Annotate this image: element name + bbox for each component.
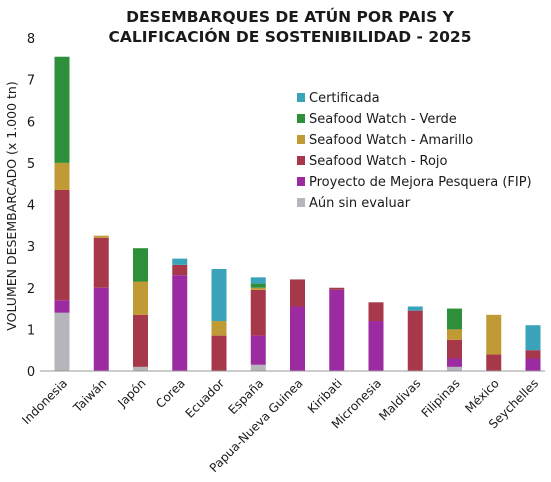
y-tick-label: 1 [27, 323, 35, 338]
bar-segment-ecuador-seafood-watch-rojo [211, 335, 227, 371]
x-tick-label-taiwan: Taiwán [70, 376, 109, 415]
bar-segment-filipinas-aun-sin-evaluar [447, 366, 462, 371]
bar-segment-micronesia-seafood-watch-rojo [368, 302, 384, 322]
bar-segment-kiribati-seafood-watch-rojo [329, 287, 345, 290]
bar-segment-japon-seafood-watch-rojo [133, 314, 148, 367]
x-tick-label-ecuador: Ecuador [183, 376, 228, 421]
y-tick-label: 4 [27, 199, 35, 214]
bar-segment-papua-nueva-guinea-seafood-watch-rojo [290, 279, 305, 307]
bar-segment-seychelles-seafood-watch-rojo [525, 350, 541, 359]
bar-segment-indonesia-seafood-watch-verde [54, 56, 70, 163]
bar-segment-corea-seafood-watch-rojo [172, 264, 188, 276]
bar-segment-indonesia-seafood-watch-amarillo [54, 162, 70, 190]
y-axis-ticks: 0 1 2 3 4 5 6 7 8 [27, 32, 35, 380]
bar-segment-espana-seafood-watch-rojo [250, 289, 266, 336]
bar-segment-seychelles-proyecto-de-mejora-pesquera-fip [525, 358, 541, 371]
y-tick-label: 2 [27, 282, 35, 297]
legend-swatch-seafood-watch-amarillo [297, 135, 305, 144]
legend-label-seafood-watch-rojo: Seafood Watch - Rojo [309, 154, 448, 169]
x-tick-label-filipinas: Filipinas [419, 376, 463, 420]
bar-segment-taiwan-seafood-watch-rojo [93, 237, 109, 288]
bar-segment-indonesia-proyecto-de-mejora-pesquera-fip [54, 300, 70, 313]
bar-segment-japon-seafood-watch-verde [133, 248, 148, 282]
bar-segment-corea-proyecto-de-mejora-pesquera-fip [172, 275, 188, 371]
bar-segment-espana-seafood-watch-amarillo [250, 287, 266, 290]
bar-segment-filipinas-seafood-watch-verde [447, 308, 462, 330]
x-tick-label-japon: Japón [114, 376, 148, 410]
bar-segment-ecuador-certificada [211, 269, 227, 322]
legend-swatch-seafood-watch-rojo [297, 156, 305, 165]
bar-segment-japon-aun-sin-evaluar [133, 366, 148, 371]
x-tick-label-maldivas: Maldivas [376, 376, 423, 423]
bar-segment-espana-proyecto-de-mejora-pesquera-fip [250, 335, 266, 365]
legend-label-aun-sin-evaluar: Aún sin evaluar [309, 196, 411, 211]
legend-swatch-certificada [297, 93, 305, 102]
x-tick-label-corea: Corea [153, 376, 188, 411]
bar-segment-ecuador-seafood-watch-amarillo [211, 321, 227, 336]
bar-segment-filipinas-seafood-watch-rojo [447, 339, 462, 359]
y-axis-label: VOLUMEN DESEMBARCADO (x 1.000 tn) [4, 81, 19, 330]
legend-swatch-proyecto-de-mejora-pesquera-fip [297, 177, 305, 186]
x-tick-label-mexico: México [462, 376, 502, 416]
chart-title-line-1: DESEMBARQUES DE ATÚN POR PAIS Y [126, 7, 455, 26]
bar-segment-maldivas-seafood-watch-rojo [407, 310, 423, 371]
bar-segment-filipinas-seafood-watch-amarillo [447, 329, 462, 340]
bar-segment-indonesia-seafood-watch-rojo [54, 189, 70, 301]
bar-segment-papua-nueva-guinea-proyecto-de-mejora-pesquera-fip [290, 306, 305, 371]
chart-title-line-2: CALIFICACIÓN DE SOSTENIBILIDAD - 2025 [108, 27, 471, 46]
bar-segment-indonesia-aun-sin-evaluar [54, 312, 70, 371]
bar-segment-mexico-seafood-watch-amarillo [486, 314, 502, 355]
bar-segment-taiwan-seafood-watch-amarillo [93, 235, 109, 238]
bar-segment-seychelles-certificada [525, 325, 541, 351]
bar-segment-espana-aun-sin-evaluar [250, 364, 266, 371]
bar-segment-filipinas-proyecto-de-mejora-pesquera-fip [447, 358, 462, 367]
bar-segment-maldivas-certificada [407, 306, 423, 311]
bar-segment-espana-certificada [250, 277, 266, 284]
y-tick-label: 5 [27, 157, 35, 172]
bar-segment-taiwan-proyecto-de-mejora-pesquera-fip [93, 287, 109, 371]
legend-label-proyecto-de-mejora-pesquera-fip: Proyecto de Mejora Pesquera (FIP) [309, 175, 532, 190]
bar-segment-corea-certificada [172, 258, 188, 265]
bars [54, 56, 541, 371]
legend-label-seafood-watch-amarillo: Seafood Watch - Amarillo [309, 133, 473, 148]
x-tick-label-indonesia: Indonesia [19, 376, 70, 427]
y-tick-label: 6 [27, 115, 35, 130]
bar-segment-mexico-seafood-watch-rojo [486, 354, 502, 371]
y-tick-label: 8 [27, 32, 35, 47]
bar-segment-espana-seafood-watch-verde [250, 283, 266, 288]
x-axis-labels: Indonesia Taiwán Japón CoreaEcuadorEspañaPa… [19, 376, 541, 475]
bar-segment-kiribati-proyecto-de-mejora-pesquera-fip [329, 289, 345, 371]
bar-segment-micronesia-proyecto-de-mejora-pesquera-fip [368, 321, 384, 371]
y-tick-label: 7 [27, 74, 35, 89]
legend-swatch-seafood-watch-verde [297, 114, 305, 123]
legend-label-certificada: Certificada [309, 91, 380, 106]
legend-label-seafood-watch-verde: Seafood Watch - Verde [309, 112, 457, 127]
bar-segment-japon-seafood-watch-amarillo [133, 281, 148, 315]
legend-swatch-aun-sin-evaluar [297, 198, 305, 207]
y-tick-label: 0 [27, 365, 35, 380]
legend: Certificada Seafood Watch - Verde Seafood … [297, 91, 532, 211]
y-tick-label: 3 [27, 240, 35, 255]
